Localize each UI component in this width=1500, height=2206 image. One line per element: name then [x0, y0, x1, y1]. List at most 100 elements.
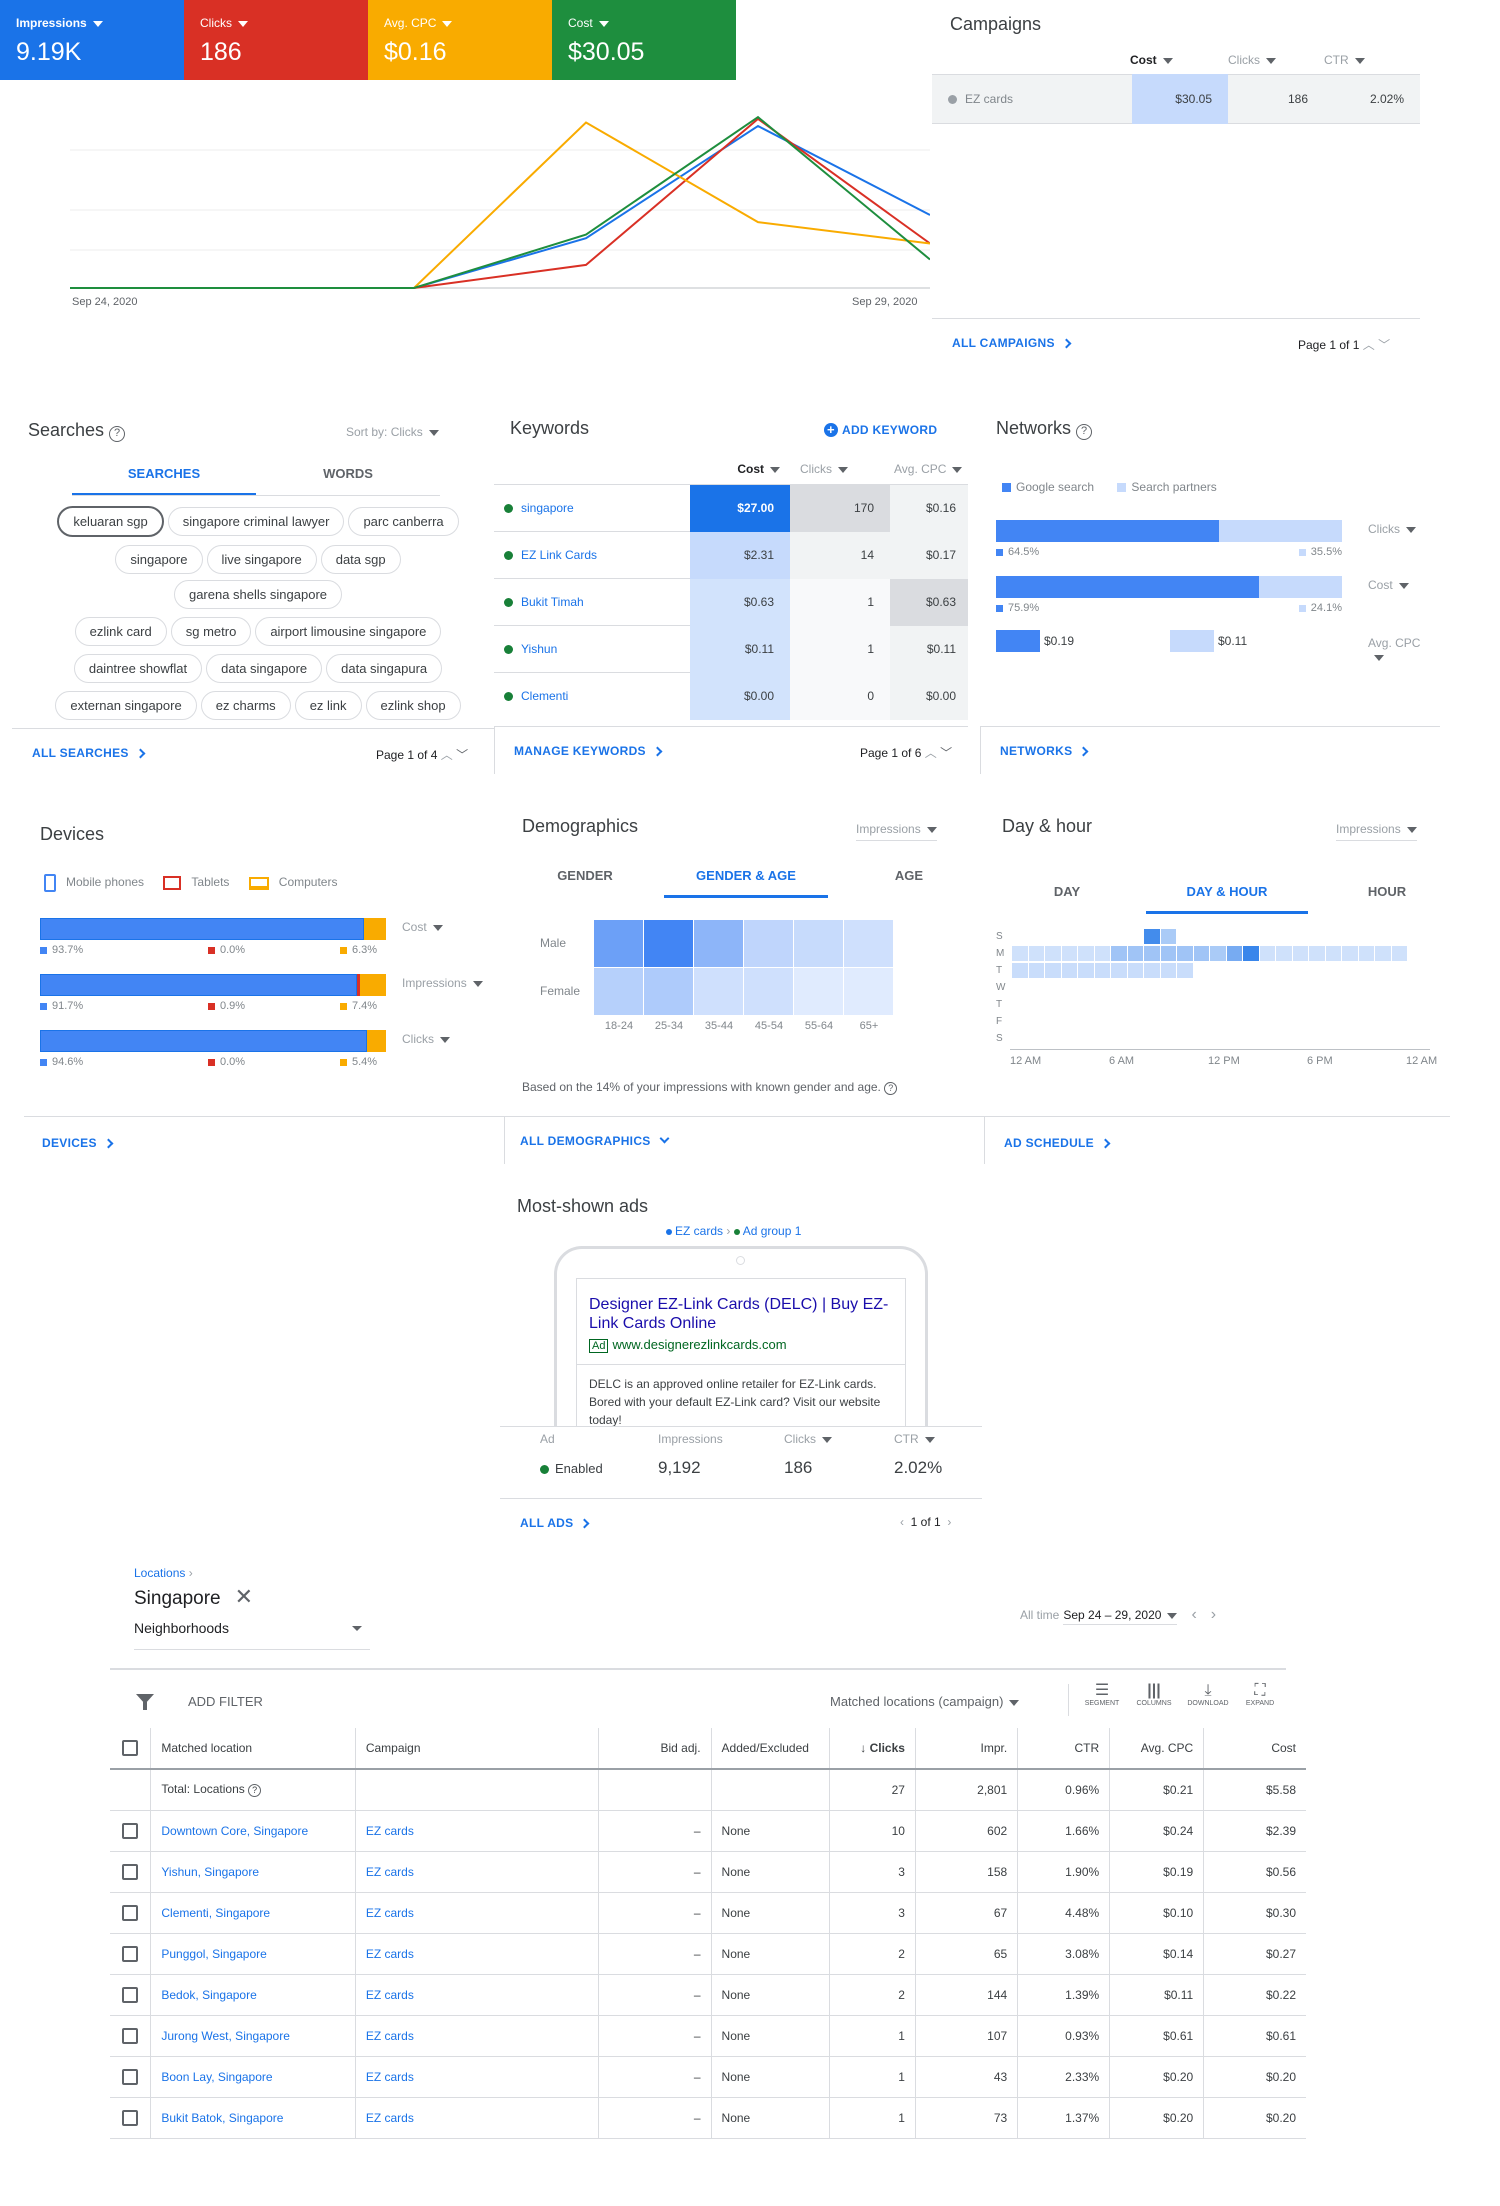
- search-chip[interactable]: data singapore: [206, 654, 323, 683]
- stat-label-clicks[interactable]: Clicks: [784, 1432, 894, 1446]
- heatmap-cell[interactable]: [1045, 963, 1061, 978]
- heatmap-cell[interactable]: [694, 968, 743, 1015]
- heatmap-cell[interactable]: [1243, 946, 1259, 961]
- locations-breadcrumb[interactable]: Locations ›: [134, 1566, 193, 1580]
- tab-words[interactable]: WORDS: [323, 466, 373, 481]
- search-chip[interactable]: ez link: [294, 691, 362, 720]
- bar-google-search[interactable]: [996, 520, 1220, 542]
- checkbox[interactable]: [122, 1904, 139, 1921]
- bar-computer[interactable]: [360, 974, 386, 996]
- heatmap-cell[interactable]: [1012, 963, 1028, 978]
- search-chip[interactable]: singapore: [115, 545, 203, 574]
- heatmap-cell[interactable]: [1375, 946, 1391, 961]
- crumb-locations[interactable]: Locations: [134, 1566, 186, 1580]
- heatmap-cell[interactable]: [594, 920, 643, 967]
- view-select[interactable]: Neighborhoods: [134, 1620, 370, 1650]
- campaign-link[interactable]: EZ cards: [355, 2097, 600, 2139]
- chevron-left-icon[interactable]: ‹: [900, 1515, 904, 1529]
- heatmap-cell[interactable]: [1061, 946, 1077, 961]
- heatmap-cell[interactable]: [1325, 946, 1341, 961]
- metric-select[interactable]: Clicks: [402, 1032, 450, 1046]
- heatmap-cell[interactable]: [1094, 963, 1110, 978]
- table-row[interactable]: Downtown Core, Singapore EZ cards – None 10 6…: [110, 1810, 1306, 1852]
- heatmap-cell[interactable]: [1226, 946, 1242, 961]
- crumb-adgroup[interactable]: Ad group 1: [742, 1224, 802, 1238]
- table-row[interactable]: Clementi, Singapore EZ cards – None 3 67 4.48%…: [110, 1892, 1306, 1934]
- heatmap-cell[interactable]: [644, 920, 693, 967]
- bar-mobile[interactable]: [40, 1030, 368, 1052]
- tab-day[interactable]: DAY: [1053, 884, 1081, 899]
- heatmap-cell[interactable]: [1160, 929, 1176, 944]
- dayhour-metric-select[interactable]: Impressions: [1336, 822, 1417, 841]
- table-row[interactable]: Punggol, Singapore EZ cards – None 2 65 3.08% $…: [110, 1933, 1306, 1975]
- networks-link[interactable]: NETWORKS: [1000, 744, 1089, 758]
- heatmap-cell[interactable]: [644, 968, 693, 1015]
- chevron-up-icon[interactable]: ︿: [924, 746, 937, 760]
- heatmap-cell[interactable]: [1177, 946, 1193, 961]
- campaign-link[interactable]: EZ cards: [355, 1892, 600, 1934]
- keyword-row[interactable]: EZ Link Cards $2.31 14 $0.17: [494, 531, 968, 579]
- heatmap-cell[interactable]: [1342, 946, 1358, 961]
- heatmap-cell[interactable]: [1078, 963, 1094, 978]
- chevron-up-icon[interactable]: ︿: [440, 748, 453, 762]
- ad-preview-card[interactable]: Designer EZ-Link Cards (DELC) | Buy EZ-L…: [576, 1278, 906, 1426]
- location-link[interactable]: Yishun, Singapore: [150, 1851, 356, 1893]
- header-impr[interactable]: Impr.: [915, 1728, 1019, 1770]
- scorecard-impressions[interactable]: Impressions 9.19K: [0, 0, 184, 80]
- devices-link[interactable]: DEVICES: [42, 1136, 114, 1150]
- keyword-row[interactable]: Bukit Timah $0.63 1 $0.63: [494, 578, 968, 626]
- campaign-link[interactable]: EZ cards: [355, 1974, 600, 2016]
- tab-day-hour[interactable]: DAY & HOUR: [1146, 884, 1308, 914]
- header-select-all[interactable]: [110, 1728, 152, 1770]
- keyword-row[interactable]: Clementi $0.00 0 $0.00: [494, 672, 968, 720]
- heatmap-cell[interactable]: [1045, 946, 1061, 961]
- col-ctr[interactable]: CTR: [1324, 53, 1420, 67]
- scorecard-avg-cpc[interactable]: Avg. CPC $0.16: [368, 0, 552, 80]
- heatmap-cell[interactable]: [1177, 963, 1193, 978]
- bar-mobile[interactable]: [40, 918, 365, 940]
- heatmap-cell[interactable]: [1210, 946, 1226, 961]
- chevron-down-icon[interactable]: ﹀: [1378, 338, 1391, 352]
- matched-locations-select[interactable]: Matched locations (campaign): [830, 1694, 1019, 1709]
- keyword-name[interactable]: singapore: [521, 501, 574, 515]
- heatmap-cell[interactable]: [594, 968, 643, 1015]
- location-link[interactable]: Jurong West, Singapore: [150, 2015, 356, 2057]
- search-chip[interactable]: ezlink card: [74, 617, 167, 646]
- tab-searches[interactable]: SEARCHES: [72, 466, 256, 496]
- header-matched-location[interactable]: Matched location: [150, 1728, 356, 1770]
- campaign-link[interactable]: EZ cards: [355, 2056, 600, 2098]
- tab-gender-age[interactable]: GENDER & AGE: [664, 868, 828, 898]
- search-chip[interactable]: live singapore: [206, 545, 317, 574]
- campaign-link[interactable]: EZ cards: [355, 1851, 600, 1893]
- help-icon[interactable]: ?: [1076, 424, 1093, 440]
- ad-headline[interactable]: Designer EZ-Link Cards (DELC) | Buy EZ-L…: [589, 1296, 889, 1332]
- heatmap-cell[interactable]: [1144, 929, 1160, 944]
- heatmap-cell[interactable]: [1111, 946, 1127, 961]
- campaign-link[interactable]: EZ cards: [355, 1933, 600, 1975]
- chevron-down-icon[interactable]: ﹀: [940, 746, 953, 760]
- metric-select[interactable]: Cost: [402, 920, 443, 934]
- checkbox[interactable]: [122, 1863, 139, 1880]
- table-row[interactable]: Jurong West, Singapore EZ cards – None 1 107 0…: [110, 2015, 1306, 2057]
- search-chip[interactable]: parc canberra: [348, 507, 459, 536]
- heatmap-cell[interactable]: [1160, 946, 1176, 961]
- ad-schedule-link[interactable]: AD SCHEDULE: [1004, 1136, 1111, 1150]
- table-row[interactable]: Boon Lay, Singapore EZ cards – None 1 43 2.33%…: [110, 2056, 1306, 2098]
- chevron-right-icon[interactable]: ›: [1210, 1606, 1217, 1623]
- keyword-name[interactable]: Clementi: [521, 689, 569, 703]
- search-chip[interactable]: airport limousine singapore: [255, 617, 442, 646]
- metric-select[interactable]: Avg. CPC: [1368, 636, 1436, 664]
- header-bid-adj[interactable]: Bid adj.: [598, 1728, 712, 1770]
- heatmap-cell[interactable]: [1127, 963, 1143, 978]
- bar-mobile[interactable]: [40, 974, 358, 996]
- close-icon[interactable]: ✕: [234, 1584, 254, 1609]
- search-chip[interactable]: data singapura: [326, 654, 443, 683]
- tab-age[interactable]: AGE: [894, 868, 924, 883]
- bar-google-search[interactable]: [996, 576, 1259, 598]
- checkbox[interactable]: [122, 2109, 139, 2126]
- keyword-row[interactable]: singapore $27.00 170 $0.16: [494, 484, 968, 532]
- help-icon[interactable]: ?: [884, 1082, 898, 1095]
- location-link[interactable]: Bedok, Singapore: [150, 1974, 356, 2016]
- location-link[interactable]: Boon Lay, Singapore: [150, 2056, 356, 2098]
- search-chip[interactable]: ez charms: [200, 691, 291, 720]
